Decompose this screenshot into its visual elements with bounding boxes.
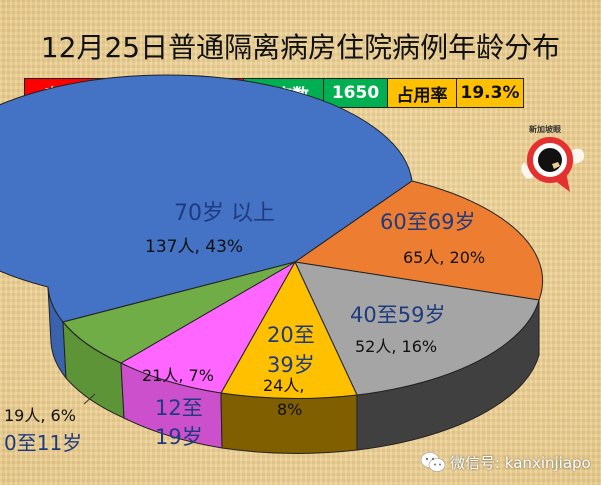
chart-title: 12月25日普通隔离病房住院病例年龄分布 <box>40 31 561 64</box>
watermark: 微信号: kanxinjiapo <box>420 451 591 473</box>
label-age-40-59: 40至59岁 <box>350 303 446 327</box>
label-count-20-39-line2: 8% <box>277 400 303 419</box>
label-count-40-59: 52人, 16% <box>355 337 438 356</box>
beds-value: 1650 <box>324 79 388 107</box>
occupancy-label: 占用率 <box>388 79 457 107</box>
label-age-60-69: 60至69岁 <box>380 210 476 234</box>
label-age-12-19-line1: 12至 <box>155 396 203 420</box>
logo-text: 新加坡眼 <box>529 125 561 134</box>
slice-70-plus <box>0 74 413 323</box>
watermark-text: 微信号: kanxinjiapo <box>450 453 591 472</box>
label-age-0-11: 0至11岁 <box>4 431 83 455</box>
label-count-12-19: 21人, 7% <box>142 366 214 385</box>
pie-top <box>0 74 544 399</box>
pie-sides <box>47 286 540 454</box>
slice-20-39 <box>220 260 358 399</box>
slice-12-19 <box>119 260 297 394</box>
slice-0-11 <box>62 261 296 364</box>
slice-60-69 <box>293 180 544 301</box>
label-age-70-plus: 70岁 以上 <box>174 201 275 226</box>
leader-line <box>83 393 96 405</box>
eye-logo-icon <box>521 137 585 192</box>
label-age-20-39-line1: 20至 <box>267 323 315 347</box>
label-age-12-19-line2: 19岁 <box>155 425 203 449</box>
label-age-20-39-line2: 39岁 <box>267 353 315 377</box>
slice-40-59 <box>294 261 540 396</box>
label-count-70-plus: 137人, 43% <box>145 237 244 257</box>
occupancy-value: 19.3% <box>457 79 523 107</box>
wechat-icon <box>420 452 446 472</box>
label-count-0-11: 19人, 6% <box>4 406 76 425</box>
label-count-60-69: 65人, 20% <box>403 248 486 267</box>
label-count-20-39-line1: 24人, <box>263 376 305 395</box>
